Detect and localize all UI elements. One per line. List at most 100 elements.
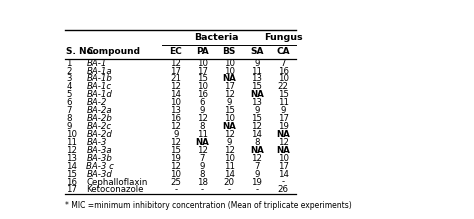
Text: 19: 19 xyxy=(278,122,289,131)
Text: Compound: Compound xyxy=(86,48,140,57)
Text: BA-3 c: BA-3 c xyxy=(86,162,114,171)
Text: 14: 14 xyxy=(251,130,262,139)
Text: 9: 9 xyxy=(254,106,259,115)
Text: 8: 8 xyxy=(200,122,205,131)
Text: NA: NA xyxy=(250,146,264,155)
Text: 10: 10 xyxy=(170,98,182,107)
Text: 11: 11 xyxy=(197,130,208,139)
Text: 9: 9 xyxy=(227,98,232,107)
Text: 15: 15 xyxy=(170,146,182,155)
Text: 7: 7 xyxy=(200,154,205,163)
Text: -: - xyxy=(174,185,177,194)
Text: 15: 15 xyxy=(251,114,262,123)
Text: * MIC =minimum inhibitory concentration (Mean of triplicate experiments): * MIC =minimum inhibitory concentration … xyxy=(65,201,352,210)
Text: PA: PA xyxy=(196,48,209,57)
Text: 14: 14 xyxy=(224,170,235,178)
Text: NA: NA xyxy=(196,138,210,147)
Text: 2: 2 xyxy=(66,67,72,76)
Text: 12: 12 xyxy=(224,146,235,155)
Text: Fungus: Fungus xyxy=(264,33,302,42)
Text: 18: 18 xyxy=(197,178,208,187)
Text: BA-3a: BA-3a xyxy=(86,146,112,155)
Text: 21: 21 xyxy=(170,74,182,83)
Text: 12: 12 xyxy=(170,138,182,147)
Text: 14: 14 xyxy=(278,170,289,178)
Text: Ketoconazole: Ketoconazole xyxy=(86,185,144,194)
Text: 17: 17 xyxy=(170,67,182,76)
Text: 16: 16 xyxy=(66,178,77,187)
Text: 12: 12 xyxy=(251,122,262,131)
Text: 9: 9 xyxy=(66,122,72,131)
Text: NA: NA xyxy=(276,130,290,139)
Text: 10: 10 xyxy=(197,82,208,91)
Text: BA-2b: BA-2b xyxy=(86,114,112,123)
Text: 10: 10 xyxy=(224,59,235,68)
Text: 9: 9 xyxy=(254,59,259,68)
Text: BA-1d: BA-1d xyxy=(86,90,112,99)
Text: 13: 13 xyxy=(251,74,262,83)
Text: -: - xyxy=(201,185,204,194)
Text: CA: CA xyxy=(276,48,290,57)
Text: 10: 10 xyxy=(66,130,77,139)
Text: BA-1a: BA-1a xyxy=(86,67,112,76)
Text: NA: NA xyxy=(276,146,290,155)
Text: S. No.: S. No. xyxy=(66,48,96,57)
Text: NA: NA xyxy=(222,122,236,131)
Text: BA-2a: BA-2a xyxy=(86,106,112,115)
Text: Cephalloflaxin: Cephalloflaxin xyxy=(86,178,148,187)
Text: 10: 10 xyxy=(278,74,289,83)
Text: 12: 12 xyxy=(170,82,182,91)
Text: 8: 8 xyxy=(66,114,72,123)
Text: 17: 17 xyxy=(224,82,235,91)
Text: BA-3: BA-3 xyxy=(86,138,107,147)
Text: BA-3b: BA-3b xyxy=(86,154,112,163)
Text: 7: 7 xyxy=(66,106,72,115)
Text: BA-2: BA-2 xyxy=(86,98,107,107)
Text: 22: 22 xyxy=(278,82,289,91)
Text: 9: 9 xyxy=(200,106,205,115)
Text: 6: 6 xyxy=(200,98,205,107)
Text: 9: 9 xyxy=(281,106,286,115)
Text: 20: 20 xyxy=(224,178,235,187)
Text: 17: 17 xyxy=(66,185,77,194)
Text: 5: 5 xyxy=(66,90,72,99)
Text: 26: 26 xyxy=(278,185,289,194)
Text: 3: 3 xyxy=(66,74,72,83)
Text: BA-2c: BA-2c xyxy=(86,122,111,131)
Text: 16: 16 xyxy=(197,90,208,99)
Text: 9: 9 xyxy=(173,130,179,139)
Text: 10: 10 xyxy=(224,67,235,76)
Text: 12: 12 xyxy=(278,138,289,147)
Text: 17: 17 xyxy=(278,114,289,123)
Text: 15: 15 xyxy=(197,74,208,83)
Text: BA-1: BA-1 xyxy=(86,59,107,68)
Text: 25: 25 xyxy=(170,178,182,187)
Text: 7: 7 xyxy=(281,59,286,68)
Text: 10: 10 xyxy=(278,154,289,163)
Text: 14: 14 xyxy=(170,90,182,99)
Text: EC: EC xyxy=(170,48,182,57)
Text: BA-1b: BA-1b xyxy=(86,74,112,83)
Text: -: - xyxy=(255,185,258,194)
Text: 15: 15 xyxy=(224,106,235,115)
Text: BA-1c: BA-1c xyxy=(86,82,111,91)
Text: 13: 13 xyxy=(251,98,262,107)
Text: 8: 8 xyxy=(254,138,259,147)
Text: BA-2d: BA-2d xyxy=(86,130,112,139)
Text: 17: 17 xyxy=(278,162,289,171)
Text: 12: 12 xyxy=(66,146,77,155)
Text: Bacteria: Bacteria xyxy=(194,33,238,42)
Text: 11: 11 xyxy=(278,98,289,107)
Text: 7: 7 xyxy=(254,162,259,171)
Text: 10: 10 xyxy=(170,170,182,178)
Text: 12: 12 xyxy=(224,130,235,139)
Text: 19: 19 xyxy=(251,178,262,187)
Text: 8: 8 xyxy=(200,170,205,178)
Text: 9: 9 xyxy=(200,162,205,171)
Text: BS: BS xyxy=(222,48,236,57)
Text: 12: 12 xyxy=(197,146,208,155)
Text: -: - xyxy=(282,178,285,187)
Text: 4: 4 xyxy=(66,82,72,91)
Text: 17: 17 xyxy=(197,67,208,76)
Text: 16: 16 xyxy=(278,67,289,76)
